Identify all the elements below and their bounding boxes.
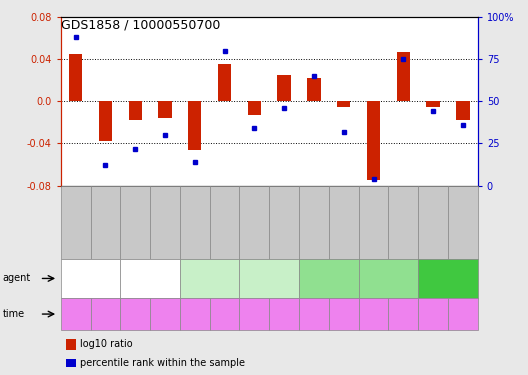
- Text: 12 h: 12 h: [67, 310, 84, 319]
- Bar: [307, 78, 320, 101]
- Text: 12 h: 12 h: [365, 310, 382, 319]
- Text: 24 h: 24 h: [395, 310, 412, 319]
- Text: GSM37602: GSM37602: [311, 204, 317, 240]
- Bar: [158, 101, 172, 118]
- Text: 24 h: 24 h: [335, 310, 352, 319]
- Text: GSM37600: GSM37600: [251, 204, 257, 240]
- Text: wild type
miR-124: wild type miR-124: [254, 272, 285, 285]
- Text: 24 h: 24 h: [455, 310, 472, 319]
- Text: miR-124mut9-1
0: miR-124mut9-1 0: [184, 272, 235, 285]
- Text: GDS1858 / 10000550700: GDS1858 / 10000550700: [61, 19, 220, 32]
- Text: GSM37598: GSM37598: [73, 204, 79, 240]
- Text: 12 h: 12 h: [246, 310, 263, 319]
- Text: GSM37609: GSM37609: [222, 204, 228, 240]
- Text: GSM37611: GSM37611: [460, 204, 466, 240]
- Text: GSM37601: GSM37601: [281, 204, 287, 240]
- Text: 12 h: 12 h: [127, 310, 144, 319]
- Text: GSM37603: GSM37603: [341, 204, 347, 240]
- Bar: [248, 101, 261, 115]
- Bar: [69, 54, 82, 101]
- Bar: [218, 64, 231, 101]
- Text: 24 h: 24 h: [97, 310, 114, 319]
- Bar: [128, 101, 142, 120]
- Text: 24 h: 24 h: [276, 310, 293, 319]
- Text: 12 h: 12 h: [306, 310, 323, 319]
- Text: GSM37607: GSM37607: [162, 204, 168, 240]
- Text: GSM37599: GSM37599: [102, 204, 108, 240]
- Bar: [427, 101, 440, 106]
- Text: wild type
miR-1: wild type miR-1: [76, 272, 106, 285]
- Bar: [278, 75, 291, 101]
- Bar: [99, 101, 112, 141]
- Bar: [456, 101, 469, 120]
- Text: miR373/hes3: miR373/hes3: [426, 275, 470, 281]
- Text: agent: agent: [3, 273, 31, 284]
- Text: log10 ratio: log10 ratio: [80, 339, 133, 350]
- Text: GSM37610: GSM37610: [430, 204, 436, 240]
- Text: 12 h: 12 h: [186, 310, 203, 319]
- Text: GSM37605: GSM37605: [400, 204, 407, 240]
- Text: 12 h: 12 h: [425, 310, 441, 319]
- Text: GSM37606: GSM37606: [132, 204, 138, 240]
- Bar: [337, 101, 351, 106]
- Text: 24 h: 24 h: [216, 310, 233, 319]
- Text: time: time: [3, 309, 25, 319]
- Text: chimera_miR-1
24-1: chimera_miR-1 24-1: [363, 272, 413, 285]
- Text: GSM37604: GSM37604: [371, 204, 376, 240]
- Text: 24 h: 24 h: [157, 310, 173, 319]
- Bar: [188, 101, 202, 150]
- Text: GSM37608: GSM37608: [192, 204, 198, 240]
- Text: chimera_miR-
-124: chimera_miR- -124: [306, 272, 352, 285]
- Text: percentile rank within the sample: percentile rank within the sample: [80, 358, 245, 368]
- Text: miR-124m
ut5-6: miR-124m ut5-6: [133, 272, 167, 285]
- Bar: [367, 101, 380, 180]
- Bar: [397, 52, 410, 101]
